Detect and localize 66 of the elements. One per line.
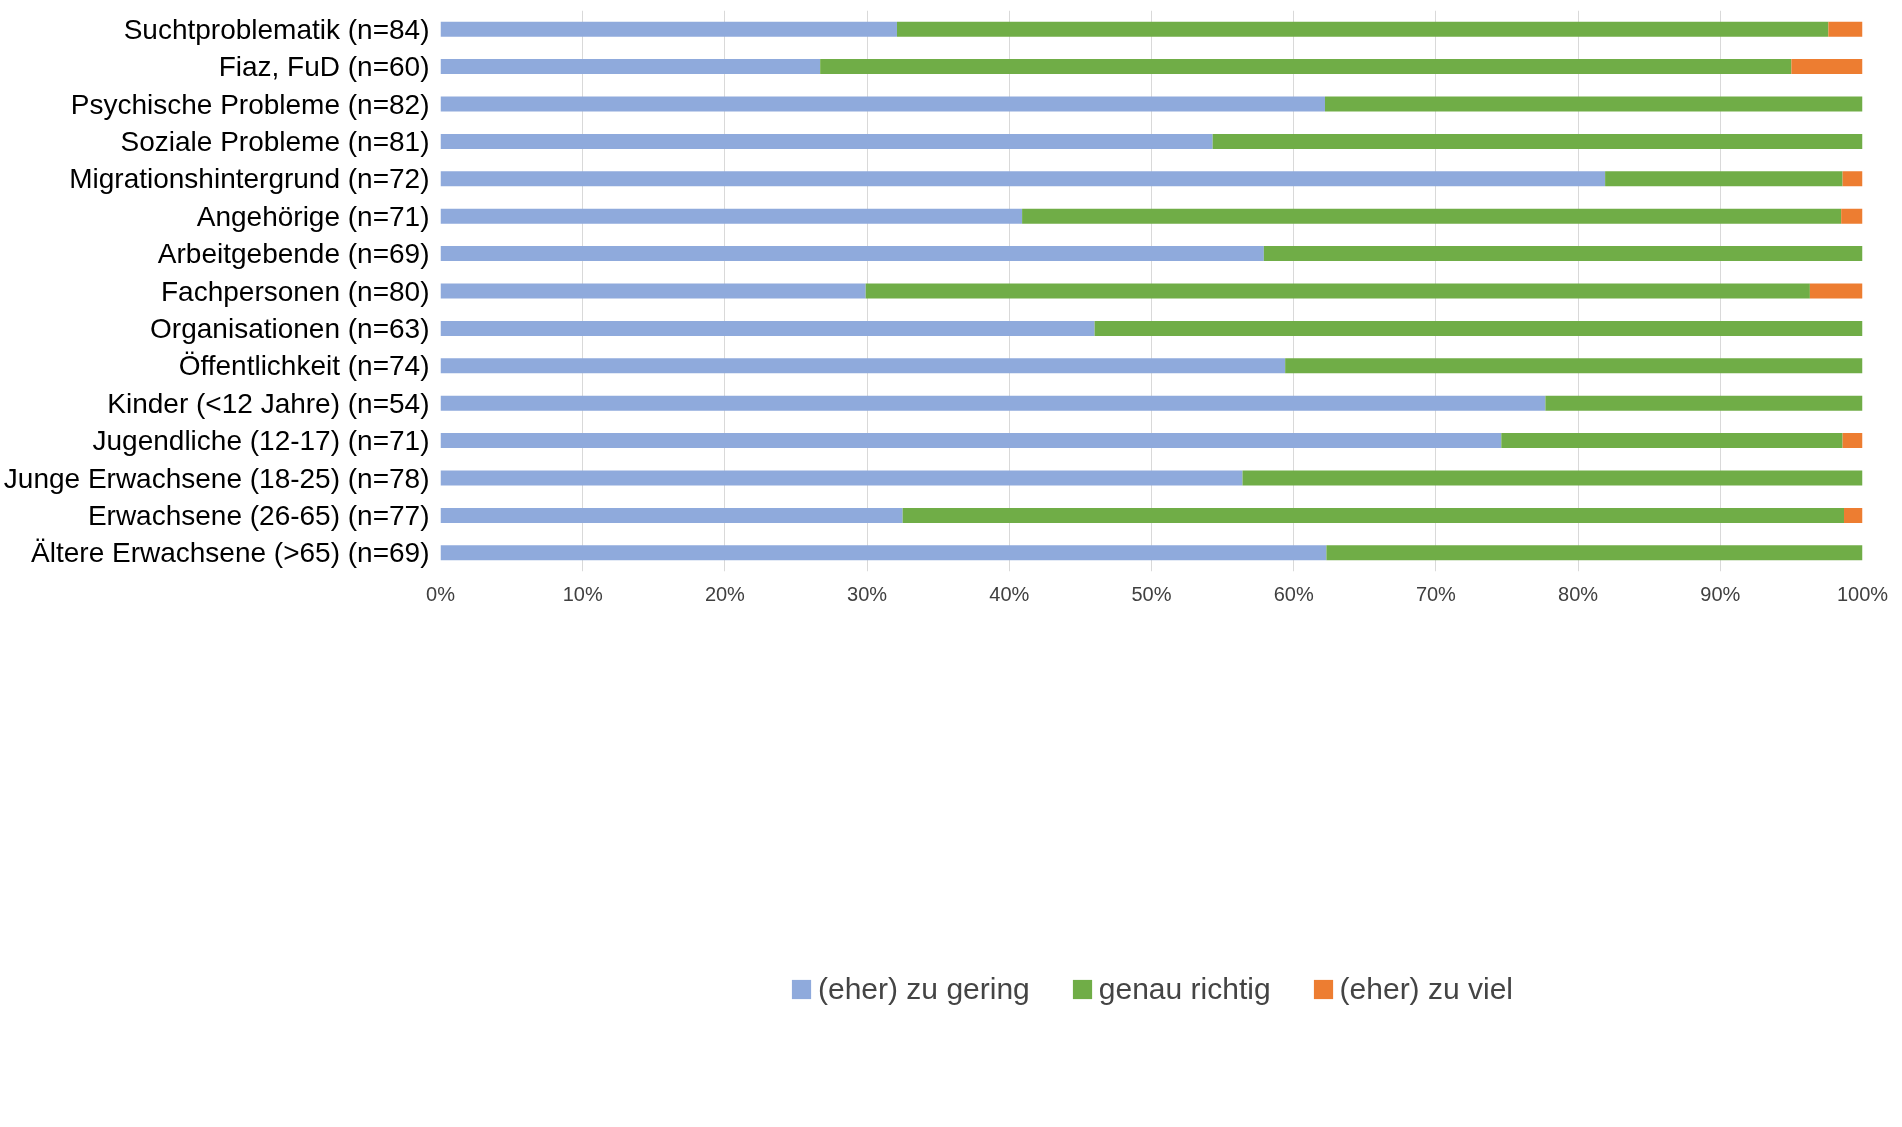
bar bbox=[440, 470, 1243, 486]
bar bbox=[440, 545, 1327, 561]
y-tick-label: Psychische Probleme (n=82) bbox=[70, 88, 430, 120]
y-tick-label: Angehörige (n=71) bbox=[196, 200, 430, 232]
bar bbox=[440, 133, 1213, 149]
bar bbox=[440, 283, 866, 299]
bar bbox=[1326, 545, 1863, 561]
bar bbox=[440, 358, 1286, 374]
x-tick-label: 0% bbox=[426, 582, 456, 605]
x-tick-label: 40% bbox=[989, 582, 1030, 605]
bar bbox=[440, 433, 1502, 449]
x-tick-label: 80% bbox=[1558, 582, 1599, 605]
y-tick-label: Ältere Erwachsene (>65) (n=69) bbox=[31, 537, 430, 569]
bar bbox=[1212, 133, 1863, 149]
bar bbox=[820, 59, 1792, 75]
y-tick-label: Organisationen (n=63) bbox=[150, 312, 430, 344]
y-tick-label: Erwachsene (26-65) (n=77) bbox=[87, 499, 430, 531]
bar bbox=[902, 507, 1845, 523]
x-tick-label: 50% bbox=[1131, 582, 1172, 605]
y-tick-label: Arbeitgebende (n=69) bbox=[157, 238, 430, 270]
bar bbox=[440, 208, 1023, 224]
bar bbox=[1022, 208, 1842, 224]
legend-label: genau richtig bbox=[1098, 971, 1271, 1006]
x-tick-label: 90% bbox=[1700, 582, 1741, 605]
bar bbox=[440, 246, 1264, 262]
bar bbox=[440, 171, 1606, 187]
bar bbox=[440, 395, 1546, 411]
x-tick-label: 60% bbox=[1273, 582, 1314, 605]
bar bbox=[1844, 507, 1863, 523]
y-tick-label: Fachpersonen (n=80) bbox=[161, 275, 430, 307]
x-tick-label: 20% bbox=[704, 582, 746, 605]
bar bbox=[1242, 470, 1863, 486]
bar bbox=[440, 59, 821, 75]
x-tick-label: 10% bbox=[562, 582, 603, 605]
y-tick-label: Junge Erwachsene (18-25) (n=78) bbox=[3, 462, 430, 494]
bar bbox=[440, 21, 897, 37]
y-tick-label: Migrationshintergrund (n=72) bbox=[69, 163, 430, 195]
x-tick-label: 100% bbox=[1836, 582, 1889, 605]
legend-label: (eher) zu viel bbox=[1339, 971, 1513, 1006]
bar bbox=[1324, 96, 1863, 112]
bar bbox=[1263, 246, 1863, 262]
bar bbox=[1094, 320, 1863, 336]
bar bbox=[440, 96, 1325, 112]
y-tick-label: Öffentlichkeit (n=74) bbox=[178, 350, 430, 382]
legend-label: (eher) zu gering bbox=[818, 971, 1030, 1006]
bar bbox=[1791, 59, 1863, 75]
y-tick-label: Kinder (<12 Jahre) (n=54) bbox=[107, 387, 430, 419]
bar bbox=[1842, 433, 1863, 449]
bar bbox=[440, 320, 1095, 336]
x-tick-label: 70% bbox=[1415, 582, 1457, 605]
bar bbox=[1841, 208, 1863, 224]
bar bbox=[1605, 171, 1843, 187]
bar bbox=[1842, 171, 1863, 187]
y-tick-label: Suchtproblematik (n=84) bbox=[123, 13, 430, 45]
bar bbox=[865, 283, 1810, 299]
bar bbox=[896, 21, 1829, 37]
bar bbox=[1285, 358, 1863, 374]
y-tick-label: Jugendliche (12-17) (n=71) bbox=[92, 425, 430, 457]
bar bbox=[1545, 395, 1863, 411]
bar bbox=[1501, 433, 1843, 449]
y-tick-label: Soziale Probleme (n=81) bbox=[120, 125, 430, 157]
bar bbox=[440, 507, 903, 523]
bar bbox=[1809, 283, 1863, 299]
y-tick-label: Fiaz, FuD (n=60) bbox=[218, 51, 430, 83]
bar bbox=[1828, 21, 1863, 37]
x-tick-label: 30% bbox=[847, 582, 888, 605]
